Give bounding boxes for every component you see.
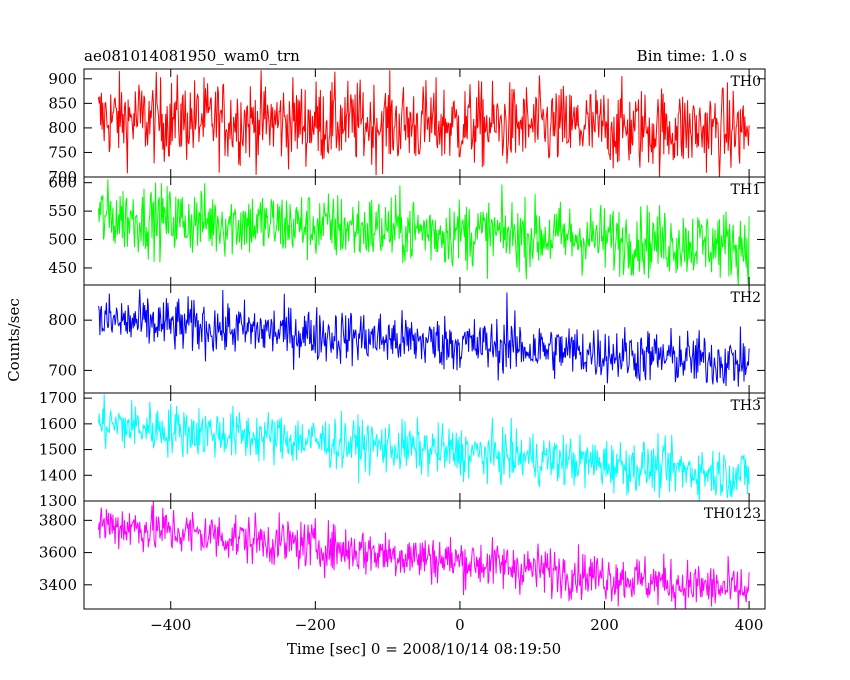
plot-title: ae081014081950_wam0_trn: [84, 47, 300, 65]
y-tick-label: 1700: [39, 389, 77, 407]
series-line-th3: [98, 394, 750, 501]
panel-th3: 1300 1400 1500 1600 1700 TH3: [39, 389, 766, 510]
y-tick-label: 800: [48, 311, 77, 329]
y-tick-label: 1600: [39, 415, 77, 433]
y-tick-label: 1500: [39, 441, 77, 459]
x-axis-label: Time [sec] 0 = 2008/10/14 08:19:50: [287, 640, 561, 658]
x-axis: −400 −200 0 200 400: [150, 616, 763, 634]
x-tick-label: −200: [295, 616, 336, 634]
y-tick-label: 3400: [39, 576, 77, 594]
panel-frame: [83, 284, 766, 394]
panels: 700 750 800 850 900 TH0 450 500 550 600 TH1 700 800 T…: [39, 68, 766, 610]
y-tick-label: 550: [48, 202, 77, 220]
panel-th1: 450 500 550 600 TH1: [48, 174, 766, 286]
x-tick-label: 400: [735, 616, 764, 634]
series-line-th1: [98, 179, 750, 285]
x-tick-label: 0: [455, 616, 465, 634]
y-tick-label: 3600: [39, 544, 77, 562]
y-tick-label: 850: [48, 94, 77, 112]
x-tick-label: −400: [150, 616, 191, 634]
panel-label: TH3: [731, 398, 761, 414]
series-line-th0123: [98, 501, 750, 609]
panel-th2: 700 800 TH2: [48, 284, 766, 394]
panel-label: TH1: [731, 182, 761, 198]
y-tick-label: 750: [48, 143, 77, 161]
y-tick-label: 900: [48, 70, 77, 88]
y-tick-label: 450: [48, 259, 77, 277]
panel-th0: 700 750 800 850 900 TH0: [48, 68, 766, 186]
panel-th0123: 3400 3600 3800 TH0123: [39, 500, 766, 610]
y-tick-label: 1400: [39, 466, 77, 484]
x-tick-label: 200: [590, 616, 619, 634]
y-tick-label: 3800: [39, 511, 77, 529]
panel-label: TH0: [731, 74, 761, 90]
y-tick-label: 500: [48, 231, 77, 249]
y-tick-label: 700: [48, 168, 77, 186]
bin-time-label: Bin time: 1.0 s: [637, 47, 747, 65]
panel-frame: [83, 500, 766, 610]
panel-label: TH0123: [704, 506, 761, 522]
y-tick-label: 600: [48, 174, 77, 192]
y-tick-label: 1300: [39, 492, 77, 510]
y-tick-label: 700: [48, 361, 77, 379]
y-tick-label: 800: [48, 119, 77, 137]
series-line-th2: [98, 289, 750, 387]
series-line-th0: [98, 70, 750, 177]
y-axis-label: Counts/sec: [5, 298, 23, 382]
panel-label: TH2: [731, 290, 761, 306]
